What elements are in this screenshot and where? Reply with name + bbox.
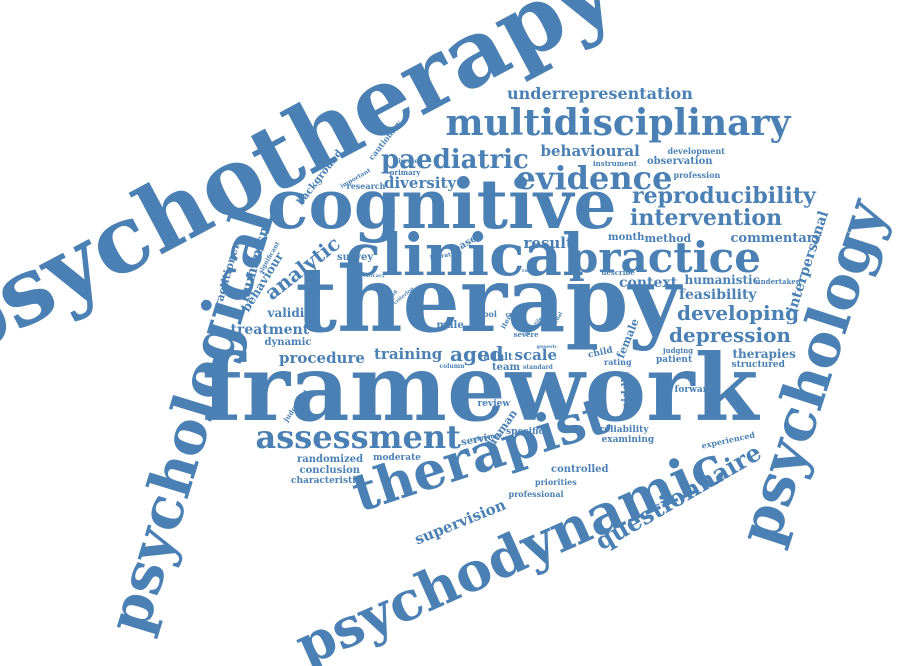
word-development: development bbox=[667, 146, 725, 156]
word-dynamic: dynamic bbox=[264, 337, 312, 348]
word-moderate: moderate bbox=[373, 452, 422, 463]
word-primary: primary bbox=[389, 167, 421, 177]
word-instrument: instrument bbox=[593, 158, 637, 168]
word-priorities: priorities bbox=[535, 477, 577, 487]
word-male: male bbox=[436, 320, 464, 331]
word-humanistic: humanistic bbox=[684, 273, 760, 287]
word-aged: aged bbox=[450, 342, 504, 366]
word-training: training bbox=[374, 344, 443, 363]
word-core: core bbox=[505, 309, 523, 319]
word-scale: scale bbox=[514, 345, 558, 364]
word-behavioural: behavioural bbox=[540, 141, 640, 160]
word-describe: describe bbox=[601, 267, 635, 277]
word-characteristic: characteristic bbox=[291, 475, 362, 486]
word-patient: patient bbox=[656, 354, 693, 365]
word-multidisciplinary: multidisciplinary bbox=[445, 102, 791, 144]
word-assessment: assessment bbox=[255, 418, 461, 456]
word-adult: adult bbox=[483, 352, 513, 363]
word-examining: examining bbox=[601, 434, 655, 445]
word-survey: survey bbox=[337, 252, 374, 263]
word-developing: developing bbox=[677, 301, 800, 325]
word-team: team bbox=[492, 362, 521, 373]
word-diversity: diversity bbox=[384, 173, 457, 192]
word-reliability: reliability bbox=[599, 424, 649, 435]
word-efficacy: efficacy bbox=[363, 272, 385, 279]
word-professional: professional bbox=[508, 489, 564, 499]
word-forward: forward bbox=[674, 384, 714, 395]
word-conclusion: conclusion bbox=[299, 465, 361, 476]
word-middle: middle bbox=[619, 370, 633, 414]
word-diverse: diverse bbox=[394, 158, 419, 165]
word-result: result bbox=[523, 233, 573, 252]
word-randomized: randomized bbox=[297, 454, 364, 465]
word-tool: tool bbox=[479, 309, 497, 319]
word-observation: observation bbox=[647, 156, 713, 167]
word-paediatric: paediatric bbox=[381, 145, 529, 175]
word-rating: rating bbox=[604, 357, 632, 367]
word-procedure: procedure bbox=[279, 348, 365, 367]
word-generic: generic bbox=[536, 343, 558, 350]
word-cognitive: cognitive bbox=[267, 165, 617, 245]
word-framework: framework bbox=[202, 334, 759, 442]
word-month: month bbox=[608, 232, 645, 243]
word-commentary: commentary bbox=[730, 230, 822, 246]
word-context: context bbox=[619, 275, 678, 291]
word-method: method bbox=[644, 231, 692, 245]
word-specific: specific bbox=[506, 426, 545, 437]
word-therapies: therapies bbox=[732, 347, 796, 361]
word-practice: practice bbox=[569, 233, 761, 282]
word-feasibility: feasibility bbox=[679, 287, 757, 303]
word-clinical: clinical bbox=[345, 221, 585, 289]
word-validity: validity bbox=[267, 306, 317, 320]
word-standard: standard bbox=[523, 364, 553, 371]
word-research: research bbox=[346, 181, 386, 191]
word-reproducibility: reproducibility bbox=[632, 183, 816, 209]
word-controlled: controlled bbox=[551, 464, 609, 475]
word-undertaken: undertaken bbox=[755, 276, 801, 286]
word-intervention: intervention bbox=[630, 205, 783, 231]
word-underrepresentation: underrepresentation bbox=[507, 84, 693, 103]
word-review: review bbox=[477, 398, 511, 409]
word-treatment: treatment bbox=[230, 322, 310, 338]
word-rater: rater bbox=[522, 267, 536, 274]
word-therapy: therapy bbox=[295, 247, 681, 353]
word-structured: structured bbox=[731, 359, 785, 370]
word-judging: judging bbox=[663, 345, 694, 355]
word-column: column bbox=[439, 363, 465, 370]
word-severe: severe bbox=[513, 329, 539, 339]
word-depression: depression bbox=[669, 323, 791, 347]
word-evidence: evidence bbox=[515, 159, 673, 197]
word-profession: profession bbox=[673, 170, 721, 180]
